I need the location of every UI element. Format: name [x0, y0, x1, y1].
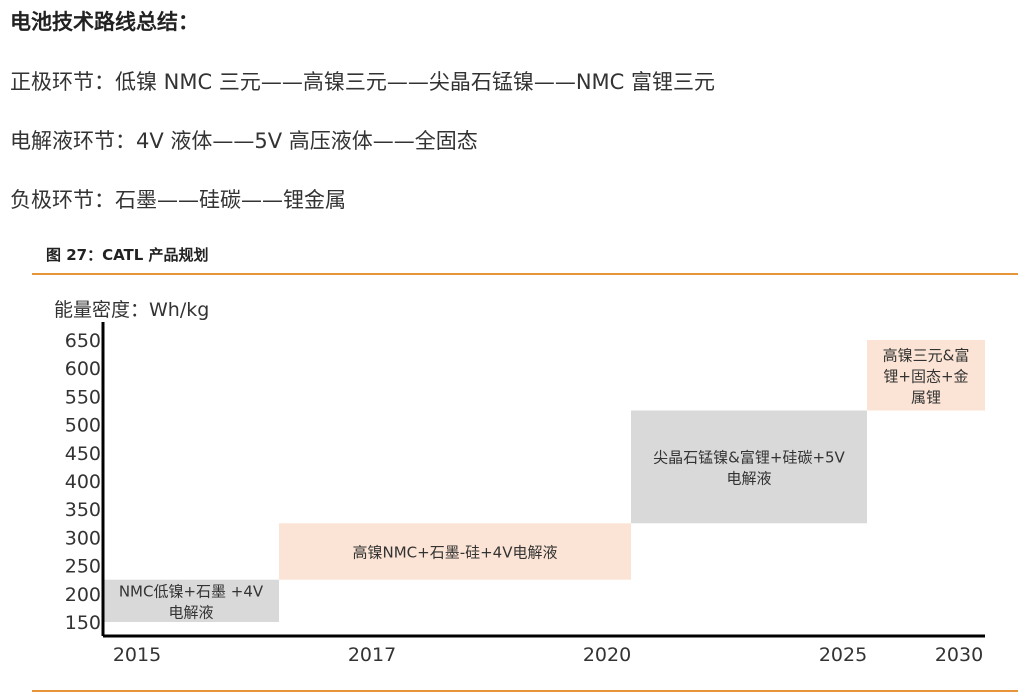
product-box-label: NMC低镍+石墨 +4V [119, 582, 264, 600]
y-axis-title: 能量密度：Wh/kg [54, 299, 209, 321]
x-tick-label: 2030 [935, 644, 983, 666]
product-box-label: 高镍NMC+石墨-硅+4V电解液 [353, 544, 558, 562]
figure-caption: 图 27：CATL 产品规划 [46, 246, 209, 264]
x-tick-label: 2017 [348, 644, 396, 666]
y-tick-label: 400 [65, 471, 101, 493]
y-tick-label: 300 [65, 527, 101, 549]
x-tick-label: 2015 [113, 644, 161, 666]
anode-route-line: 负极环节：石墨——硅碳——锂金属 [10, 188, 346, 212]
y-tick-label: 350 [65, 499, 101, 521]
caption-divider-top [32, 273, 1018, 275]
y-tick-label: 200 [65, 584, 101, 606]
x-tick-label: 2025 [819, 644, 867, 666]
product-box [103, 579, 279, 622]
product-box-label: 锂+固态+金 [883, 367, 968, 385]
y-tick-label: 500 [65, 415, 101, 437]
product-box [631, 410, 867, 524]
product-box-label: 尖晶石锰镍&富锂+硅碳+5V [653, 448, 845, 466]
section-title: 电池技术路线总结： [10, 10, 199, 34]
product-box-label: 电解液 [726, 469, 771, 487]
y-tick-label: 550 [65, 386, 101, 408]
cathode-route-line: 正极环节：低镍 NMC 三元——高镍三元——尖晶石锰镍——NMC 富锂三元 [10, 70, 716, 94]
y-tick-label: 450 [65, 443, 101, 465]
product-box-label: 属锂 [911, 388, 941, 406]
product-box-label: 电解液 [168, 603, 213, 621]
product-box [279, 523, 631, 580]
y-tick-label: 150 [65, 612, 101, 634]
electrolyte-route-line: 电解液环节：4V 液体——5V 高压液体——全固态 [10, 129, 478, 153]
y-tick-label: 650 [65, 330, 101, 352]
product-box [867, 340, 985, 411]
x-tick-label: 2020 [583, 644, 631, 666]
y-tick-label: 250 [65, 556, 101, 578]
caption-divider-bottom [32, 690, 1018, 692]
product-box-label: 高镍三元&富 [883, 346, 970, 364]
y-tick-label: 600 [65, 358, 101, 380]
